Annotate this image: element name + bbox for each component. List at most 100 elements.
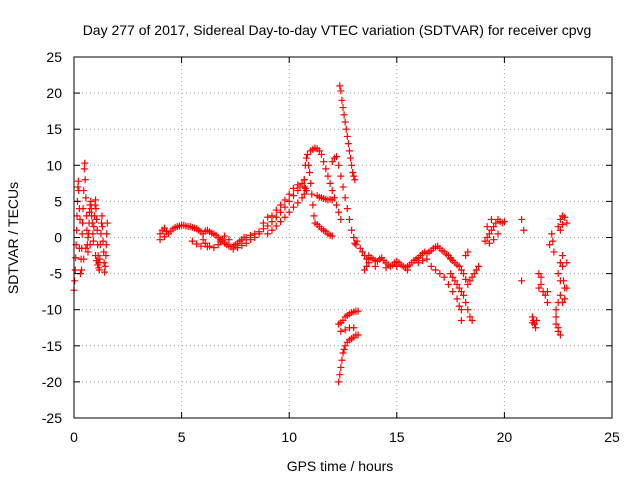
data-point xyxy=(462,298,470,306)
data-point xyxy=(315,147,323,155)
data-point xyxy=(455,284,463,292)
data-point xyxy=(371,262,379,270)
data-point xyxy=(305,161,313,169)
data-point xyxy=(341,194,349,202)
data-point xyxy=(320,158,328,166)
data-point xyxy=(90,223,98,231)
data-point xyxy=(436,270,444,278)
data-point xyxy=(354,307,362,315)
data-point xyxy=(92,252,100,260)
data-point xyxy=(234,244,242,252)
data-point xyxy=(322,165,330,173)
data-point xyxy=(350,234,358,241)
data-point xyxy=(419,257,427,265)
data-point xyxy=(300,183,308,191)
data-point xyxy=(78,266,86,274)
data-point xyxy=(102,241,110,249)
data-point xyxy=(483,223,491,231)
data-point xyxy=(100,248,108,256)
data-point xyxy=(99,237,107,245)
data-point xyxy=(290,184,298,192)
data-point xyxy=(343,132,351,140)
y-tick-label: -15 xyxy=(42,338,62,354)
x-axis-title: GPS time / hours xyxy=(287,458,394,474)
data-point xyxy=(100,259,108,267)
data-point xyxy=(464,248,472,256)
data-point xyxy=(556,215,564,223)
data-point xyxy=(483,234,491,241)
data-point xyxy=(103,219,111,227)
data-point xyxy=(72,254,80,262)
data-point xyxy=(337,327,345,335)
data-point xyxy=(481,237,489,245)
tick-labels: 0 5 10 15 20 25 25 20 15 10 5 0 -5 -10 -15 -20 -25 xyxy=(42,49,620,445)
data-point xyxy=(85,208,93,216)
data-point xyxy=(290,203,298,211)
data-point xyxy=(393,262,401,270)
data-point xyxy=(343,205,351,213)
data-point xyxy=(80,255,88,263)
data-point xyxy=(453,280,461,288)
data-point xyxy=(468,317,476,325)
data-point xyxy=(340,111,348,119)
data-point xyxy=(79,205,87,213)
data-point xyxy=(457,266,465,274)
data-point xyxy=(73,212,81,220)
data-point xyxy=(358,248,366,256)
data-point xyxy=(351,176,359,184)
data-point xyxy=(447,270,455,278)
data-point xyxy=(285,197,293,205)
data-point xyxy=(326,179,334,187)
data-point xyxy=(101,262,109,270)
data-point xyxy=(76,215,84,223)
data-point xyxy=(294,199,302,207)
data-point xyxy=(468,273,476,281)
data-point xyxy=(475,262,483,270)
data-point xyxy=(500,218,508,226)
data-point xyxy=(341,342,349,350)
data-point xyxy=(490,236,498,244)
data-point xyxy=(71,266,79,274)
data-point xyxy=(201,239,209,247)
data-point xyxy=(285,208,293,216)
data-point xyxy=(559,221,567,229)
data-point xyxy=(554,223,562,231)
data-point xyxy=(307,179,315,187)
data-point xyxy=(277,218,285,226)
data-point xyxy=(350,172,358,180)
data-point xyxy=(344,140,352,148)
data-point xyxy=(89,230,97,238)
data-point xyxy=(281,196,289,204)
data-point xyxy=(550,248,558,256)
data-point xyxy=(88,219,96,227)
data-point xyxy=(225,236,233,244)
data-point xyxy=(339,104,347,112)
data-point xyxy=(449,288,457,296)
y-tick-label: -25 xyxy=(42,410,62,426)
data-point xyxy=(87,197,95,205)
data-point xyxy=(350,324,358,332)
data-point xyxy=(86,241,94,249)
data-point xyxy=(347,154,355,162)
data-point xyxy=(348,161,356,169)
data-point xyxy=(242,234,250,241)
data-point xyxy=(333,153,341,161)
data-point xyxy=(559,298,567,306)
data-point xyxy=(533,317,541,325)
data-point xyxy=(563,284,571,292)
data-point xyxy=(103,230,111,238)
data-point xyxy=(546,241,554,249)
data-point xyxy=(561,295,569,303)
data-point xyxy=(303,150,311,158)
data-point xyxy=(102,252,110,260)
data-point xyxy=(432,266,440,274)
data-point xyxy=(328,196,336,204)
y-tick-label: 15 xyxy=(46,121,62,137)
y-tick-label: 25 xyxy=(46,49,62,65)
data-point xyxy=(306,169,314,177)
y-tick-label: -5 xyxy=(50,266,63,282)
data-point xyxy=(298,194,306,202)
data-point xyxy=(93,257,101,265)
